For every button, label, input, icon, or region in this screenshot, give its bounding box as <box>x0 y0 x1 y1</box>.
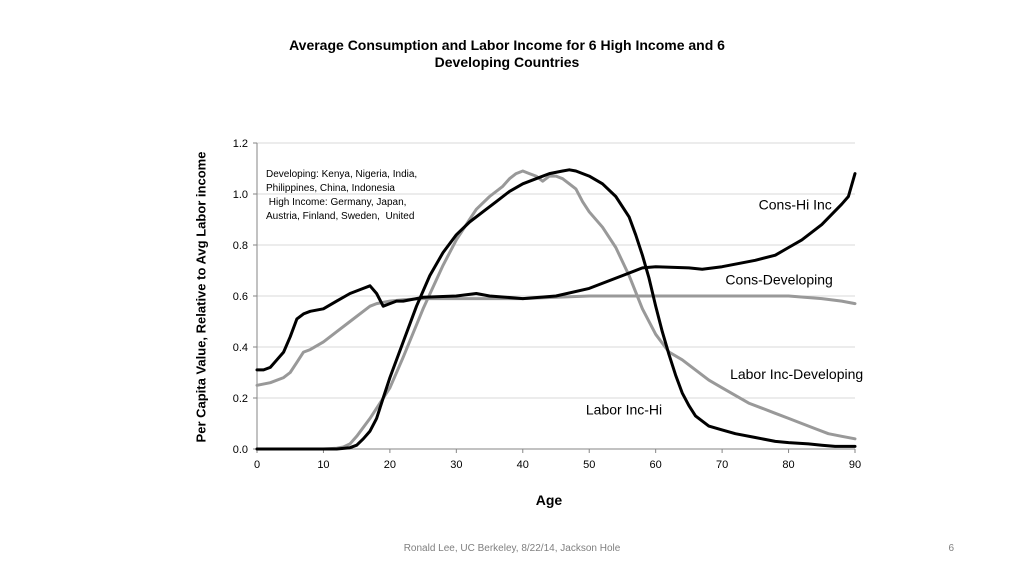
x-tick-label: 30 <box>450 459 462 471</box>
x-tick-label: 40 <box>517 459 529 471</box>
x-tick-label: 50 <box>583 459 595 471</box>
y-tick-label: 1.0 <box>233 189 248 201</box>
y-tick-label: 0.8 <box>233 240 248 252</box>
y-tick-label: 1.2 <box>233 138 248 150</box>
x-tick-label: 80 <box>782 459 794 471</box>
x-tick-label: 60 <box>650 459 662 471</box>
footer-text: Ronald Lee, UC Berkeley, 8/22/14, Jackso… <box>403 543 621 554</box>
series-line-labor-inc-hi <box>255 168 857 451</box>
y-tick-label: 0.4 <box>233 342 248 354</box>
note-line: Austria, Finland, Sweden, United <box>266 211 415 222</box>
note-line: Developing: Kenya, Nigeria, India, <box>266 169 418 180</box>
note-line: High Income: Germany, Japan, <box>266 197 407 208</box>
series-label: Labor Inc-Hi <box>586 402 662 418</box>
chart-title: Average Consumption and Labor Income for… <box>289 37 725 70</box>
x-tick-label: 20 <box>384 459 396 471</box>
page-number: 6 <box>948 543 954 554</box>
y-tick-label: 0.2 <box>233 393 248 405</box>
x-axis-label: Age <box>535 492 563 508</box>
axes <box>253 142 856 453</box>
y-axis-label: Per Capita Value, Relative to Avg Labor … <box>193 151 209 443</box>
series-label: Cons-Developing <box>725 272 832 288</box>
series-labels: Cons-Hi Inc Cons-Developing Labor Inc-Deve… <box>586 196 863 417</box>
x-tick-label: 90 <box>849 459 861 471</box>
x-tick-label: 70 <box>716 459 728 471</box>
x-tick-label: 10 <box>317 459 329 471</box>
y-tick-label: 0.0 <box>233 444 248 456</box>
series-label: Labor Inc-Developing <box>730 366 863 382</box>
note-line: Philippines, China, Indonesia <box>266 183 395 194</box>
series-line-cons-hi-inc <box>255 172 857 372</box>
y-tick-label: 0.6 <box>233 291 248 303</box>
x-tick-label: 0 <box>254 459 260 471</box>
series-label: Cons-Hi Inc <box>759 196 832 212</box>
series-lines <box>255 168 857 451</box>
tick-labels: 0.0 0.2 0.4 0.6 0.8 1.0 1.2 0 10 20 30 40 50 60 70 80 90 <box>233 138 861 471</box>
series-line-labor-inc-developing <box>255 169 857 451</box>
country-note: Developing: Kenya, Nigeria, India, Phili… <box>266 168 446 224</box>
